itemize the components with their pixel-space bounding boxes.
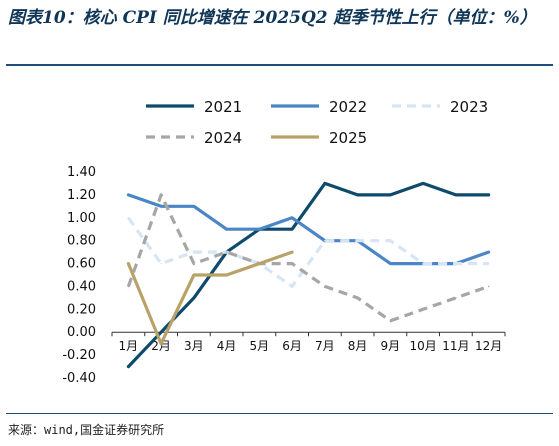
data-point-2022 (127, 194, 130, 196)
series-line-2023 (127, 216, 489, 288)
data-point-2024 (356, 297, 359, 299)
data-point-2021 (193, 297, 195, 299)
data-point-2023 (455, 262, 457, 265)
y-tick-label: 0.20 (67, 302, 96, 317)
data-point-2023 (422, 262, 424, 265)
data-point-2024 (160, 194, 162, 196)
data-point-2021 (389, 194, 392, 196)
source-note: 来源：wind,国金证券研究所 (8, 423, 165, 437)
legend-label-2022: 2022 (329, 98, 367, 116)
data-point-2022 (389, 262, 392, 265)
data-point-2024 (193, 262, 195, 265)
data-point-2022 (225, 228, 228, 231)
data-point-2025 (127, 262, 130, 265)
data-point-2025 (225, 274, 228, 276)
series-layer (126, 181, 491, 369)
data-point-2025 (258, 262, 261, 265)
x-tick-label: 9月 (381, 339, 401, 353)
y-axis: 1.40 1.20 1.00 0.80 0.60 0.40 0.20 0.00 -0.20 -0.… (62, 165, 96, 386)
data-point-2024 (389, 319, 392, 322)
x-tick-label: 11月 (442, 339, 469, 353)
data-point-2021 (455, 194, 457, 196)
data-point-2024 (291, 262, 293, 265)
y-tick-label: 1.00 (67, 211, 96, 226)
chart-title: 图表10：核心 CPI 同比增速在 2025Q2 超季节性上行（单位：%） (8, 8, 537, 28)
x-tick-label: 2月 (151, 339, 171, 353)
data-point-2024 (225, 251, 228, 253)
x-tick-label: 6月 (282, 339, 302, 353)
data-point-2021 (422, 182, 424, 185)
data-point-2024 (422, 308, 424, 311)
y-tick-label: 1.20 (67, 188, 96, 203)
x-tick-label: 1月 (119, 339, 139, 353)
chart-area: 2021 2022 2023 2024 2025 1.40 1.20 1.00 0.80 0.6… (62, 98, 506, 386)
y-tick-label: 1.40 (67, 165, 96, 180)
data-point-2025 (291, 251, 293, 253)
data-point-2021 (127, 365, 130, 368)
data-point-2021 (324, 182, 326, 185)
data-point-2024 (324, 285, 326, 288)
data-point-2024 (127, 285, 130, 288)
data-point-2023 (487, 262, 490, 265)
y-tick-label: -0.20 (62, 348, 96, 363)
y-tick-label: -0.40 (62, 371, 96, 386)
data-point-2022 (193, 205, 195, 208)
data-point-2023 (160, 262, 162, 265)
data-point-2022 (291, 216, 293, 219)
legend-label-2021: 2021 (204, 98, 242, 116)
x-tick-label: 3月 (184, 339, 204, 353)
y-tick-label: 0.60 (67, 257, 96, 272)
data-point-2023 (291, 285, 293, 288)
data-point-2021 (291, 228, 293, 231)
x-axis: 1月 2月 3月 4月 5月 6月 7月 8月 9月 10月 11月 12月 (111, 331, 506, 353)
x-tick-label: 10月 (409, 339, 436, 353)
data-point-2022 (487, 251, 490, 253)
data-point-2023 (324, 239, 326, 242)
series-line-2025 (126, 250, 294, 346)
source-divider (6, 413, 553, 414)
data-point-2025 (193, 274, 195, 276)
y-tick-label: 0.40 (67, 279, 96, 294)
x-tick-label: 8月 (348, 339, 368, 353)
data-point-2023 (193, 251, 195, 253)
x-tick-label: 7月 (315, 339, 335, 353)
y-tick-label: 0.00 (67, 325, 96, 340)
data-point-2024 (487, 285, 490, 288)
legend: 2021 2022 2023 2024 2025 (146, 98, 488, 147)
data-point-2022 (258, 228, 261, 231)
x-tick-label: 5月 (250, 339, 270, 353)
data-point-2025 (160, 342, 162, 345)
series-line-2021 (126, 181, 491, 369)
data-point-2023 (127, 216, 130, 219)
y-tick-label: 0.80 (67, 234, 96, 249)
data-point-2024 (455, 297, 457, 299)
legend-label-2024: 2024 (204, 129, 242, 147)
legend-label-2025: 2025 (329, 129, 367, 147)
legend-label-2023: 2023 (450, 98, 488, 116)
data-point-2023 (389, 239, 392, 242)
data-point-2022 (160, 205, 162, 208)
data-point-2023 (356, 239, 359, 242)
title-divider (6, 64, 553, 66)
data-point-2021 (356, 194, 359, 196)
x-tick-label: 12月 (475, 339, 502, 353)
data-point-2021 (487, 194, 490, 196)
data-point-2021 (160, 331, 162, 334)
x-tick-label: 4月 (217, 339, 237, 353)
